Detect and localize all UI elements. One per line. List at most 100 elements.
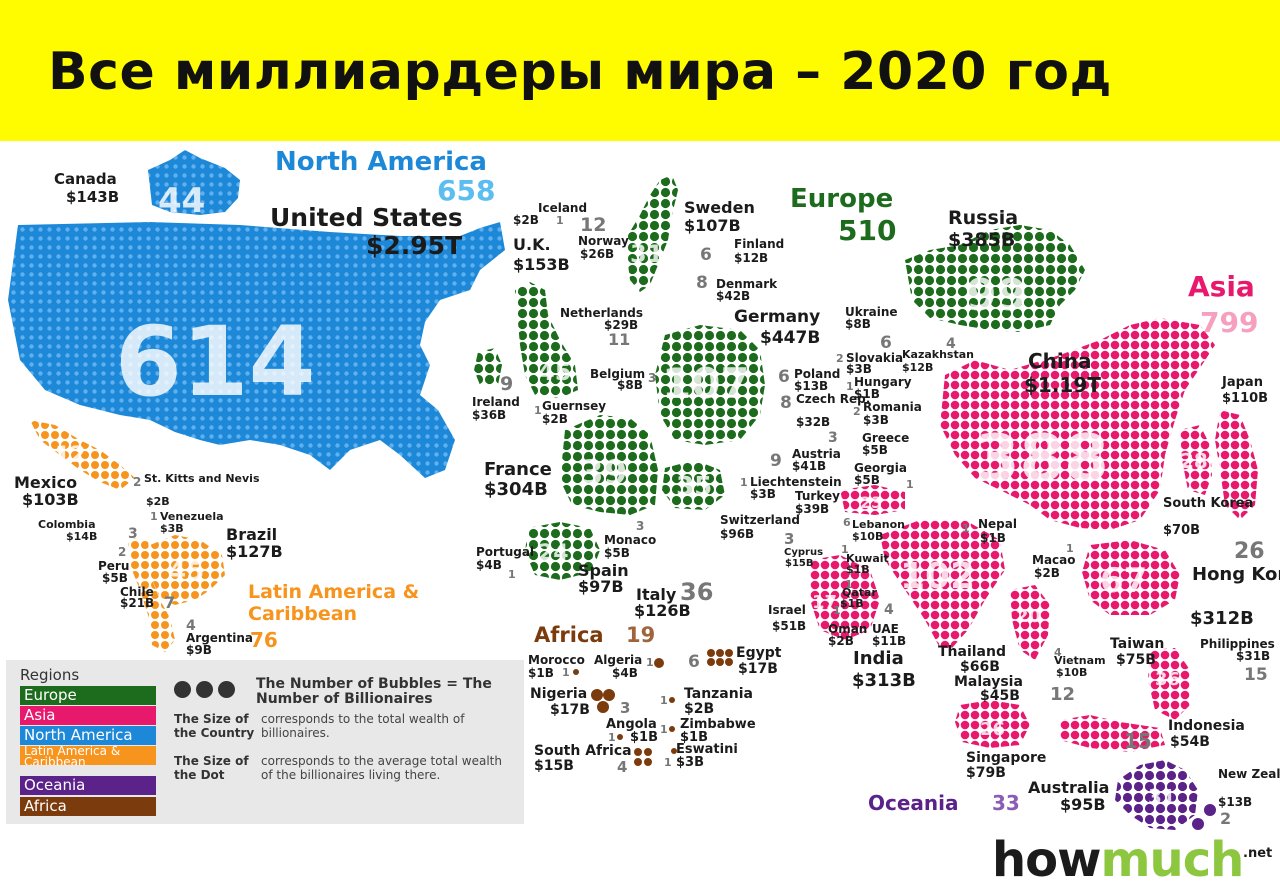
hong-kong-count: 67 — [1100, 561, 1147, 601]
new-zealand-dot-2 — [1192, 818, 1204, 830]
qatar-wealth: $1B — [840, 597, 864, 610]
austria-count: 9 — [770, 451, 782, 471]
china-count: 388 — [975, 422, 1109, 496]
uk-wealth: $153B — [513, 255, 570, 274]
zimbabwe-count: 1 — [660, 723, 668, 736]
australia-count: 31 — [1148, 785, 1176, 809]
malaysia-wealth: $45B — [980, 688, 1020, 704]
iceland-wealth: $2B — [513, 213, 539, 227]
south-africa-dot-1 — [634, 748, 642, 756]
egypt-dot-6 — [725, 658, 733, 666]
angola-count: 1 — [608, 731, 616, 744]
italy-wealth: $126B — [634, 601, 691, 620]
portugal-wealth: $4B — [476, 558, 502, 572]
uae-name: UAE — [872, 622, 899, 636]
zimbabwe-name: Zimbabwe — [680, 717, 756, 732]
finland-wealth: $12B — [734, 251, 768, 265]
title-banner: Все миллиардеры мира – 2020 год — [0, 0, 1280, 141]
legend-panel: Regions Europe Asia North America Latin … — [6, 660, 524, 824]
poland-count: 6 — [778, 367, 790, 387]
egypt-wealth: $17B — [738, 661, 778, 677]
singapore-shape — [955, 700, 1030, 748]
new-zealand-name: New Zealand — [1218, 767, 1280, 781]
iceland-name: Iceland — [538, 201, 587, 215]
korea-shape — [1180, 425, 1212, 495]
russia-name: Russia — [948, 207, 1018, 229]
georgia-name: Georgia — [854, 461, 907, 475]
hungary-count: 1 — [846, 380, 854, 393]
austria-wealth: $41B — [792, 459, 826, 473]
turkey-count: 23 — [860, 493, 882, 512]
egypt-dot-1 — [707, 649, 715, 657]
oceania-count: 33 — [992, 791, 1020, 815]
sweden-wealth: $107B — [684, 216, 741, 235]
singapore-count: 26 — [980, 719, 1005, 740]
germany-count: 107 — [662, 359, 750, 408]
morocco-count: 1 — [562, 666, 570, 679]
belgium-name: Belgium — [590, 367, 645, 381]
chile-count: 7 — [164, 593, 175, 612]
singapore-name: Singapore — [966, 750, 1046, 766]
south-korea-wealth: $70B — [1163, 523, 1200, 538]
tanzania-count: 1 — [660, 694, 668, 707]
norway-wealth: $26B — [580, 247, 614, 261]
morocco-wealth: $1B — [528, 666, 554, 680]
asia-count: 799 — [1200, 306, 1258, 339]
nigeria-wealth: $17B — [550, 702, 590, 718]
latin-america-count: 76 — [250, 628, 278, 652]
china-name: China — [1028, 349, 1092, 373]
zimbabwe-dot — [669, 726, 675, 732]
china-shape — [940, 318, 1215, 530]
hungary-wealth: $1B — [854, 387, 880, 401]
south-korea-count-badge: 28 — [1180, 449, 1208, 473]
netherlands-name: Netherlands — [560, 306, 643, 320]
sweden-count: 31 — [630, 240, 663, 268]
uk-shape — [515, 282, 578, 398]
egypt-dot-5 — [716, 658, 724, 666]
new-zealand-dot — [1204, 804, 1216, 816]
nigeria-dot-3 — [597, 701, 609, 713]
south-africa-dot-4 — [644, 758, 652, 766]
venezuela-name: Venezuela — [160, 510, 224, 523]
mexico-name: Mexico — [14, 473, 77, 492]
japan-shape — [1215, 410, 1258, 520]
nepal-wealth: $1B — [980, 531, 1006, 545]
legend-item-latin-america: Latin America & Caribbean — [20, 746, 156, 765]
lebanon-wealth: $10B — [852, 530, 883, 543]
monaco-name: Monaco — [604, 533, 656, 547]
israel-wealth: $51B — [772, 619, 806, 633]
india-shape — [880, 520, 1005, 648]
lebanon-count: 6 — [843, 516, 851, 529]
france-count: 39 — [580, 453, 627, 493]
size-dot-head: The Size of the Dot — [174, 754, 249, 782]
kuwait-name: Kuwait — [846, 552, 889, 565]
turkey-shape — [840, 485, 905, 515]
colombia-name: Colombia — [38, 518, 96, 531]
romania-count: 2 — [853, 405, 861, 418]
kazakhstan-count: 4 — [946, 336, 956, 352]
russia-count: 99 — [966, 270, 1027, 321]
us-count: 614 — [115, 306, 315, 418]
chile-name: Chile — [120, 585, 154, 599]
angola-wealth: $1B — [630, 730, 658, 745]
south-korea-count: 26 — [1234, 539, 1265, 564]
egypt-dot-2 — [716, 649, 724, 657]
us-shape — [8, 222, 505, 478]
guernsey-wealth: $2B — [542, 412, 568, 426]
canada-name: Canada — [54, 170, 117, 188]
latin-america-label-line1: Latin America & — [248, 581, 419, 603]
guernsey-count: 1 — [534, 404, 542, 417]
brazil-name: Brazil — [226, 525, 277, 544]
oman-wealth: $2B — [828, 634, 854, 648]
legend-item-asia: Asia — [20, 706, 156, 725]
colombia-count: 3 — [128, 526, 138, 542]
indonesia-count: 15 — [1124, 729, 1152, 753]
belgium-count: 3 — [648, 371, 656, 385]
size-country-text: corresponds to the total wealth of billi… — [261, 712, 465, 740]
peru-wealth: $5B — [102, 571, 128, 585]
nigeria-name: Nigeria — [530, 686, 587, 702]
monaco-count: 3 — [636, 519, 644, 533]
brazil-shape — [150, 535, 225, 605]
spain-shape — [525, 522, 600, 580]
